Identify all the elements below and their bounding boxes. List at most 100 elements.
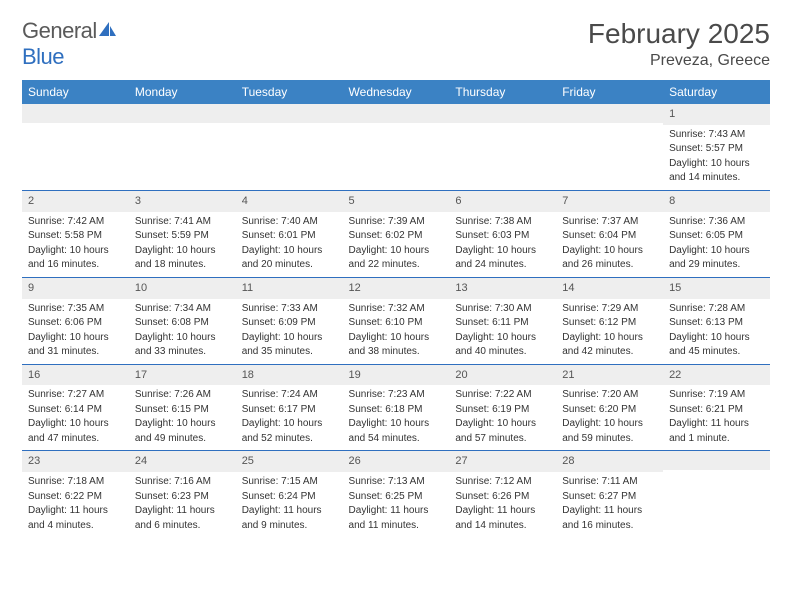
day-details: Sunrise: 7:30 AMSunset: 6:11 PMDaylight:… [449, 299, 556, 364]
day-number-empty [556, 104, 663, 123]
day-daylight2: and 22 minutes. [349, 258, 444, 272]
day-details: Sunrise: 7:29 AMSunset: 6:12 PMDaylight:… [556, 299, 663, 364]
day-sunset: Sunset: 6:05 PM [669, 229, 764, 243]
calendar-cell: 17Sunrise: 7:26 AMSunset: 6:15 PMDayligh… [129, 364, 236, 451]
day-sunrise: Sunrise: 7:15 AM [242, 475, 337, 489]
calendar-cell: 20Sunrise: 7:22 AMSunset: 6:19 PMDayligh… [449, 364, 556, 451]
day-number: 12 [343, 278, 450, 299]
calendar-cell: 5Sunrise: 7:39 AMSunset: 6:02 PMDaylight… [343, 190, 450, 277]
day-number: 3 [129, 191, 236, 212]
weekday-header: Friday [556, 80, 663, 104]
day-details: Sunrise: 7:22 AMSunset: 6:19 PMDaylight:… [449, 385, 556, 450]
calendar-cell [236, 104, 343, 190]
day-sunrise: Sunrise: 7:30 AM [455, 302, 550, 316]
calendar-cell: 24Sunrise: 7:16 AMSunset: 6:23 PMDayligh… [129, 451, 236, 537]
day-daylight2: and 14 minutes. [455, 519, 550, 533]
day-number-empty [236, 104, 343, 123]
day-details: Sunrise: 7:24 AMSunset: 6:17 PMDaylight:… [236, 385, 343, 450]
day-daylight2: and 20 minutes. [242, 258, 337, 272]
day-sunset: Sunset: 6:06 PM [28, 316, 123, 330]
day-daylight1: Daylight: 10 hours [455, 244, 550, 258]
day-daylight2: and 49 minutes. [135, 432, 230, 446]
day-daylight2: and 29 minutes. [669, 258, 764, 272]
day-details: Sunrise: 7:36 AMSunset: 6:05 PMDaylight:… [663, 212, 770, 277]
day-details: Sunrise: 7:12 AMSunset: 6:26 PMDaylight:… [449, 472, 556, 537]
day-daylight1: Daylight: 10 hours [562, 244, 657, 258]
calendar-cell [556, 104, 663, 190]
day-sunrise: Sunrise: 7:28 AM [669, 302, 764, 316]
day-sunset: Sunset: 6:20 PM [562, 403, 657, 417]
day-number-empty [663, 451, 770, 470]
day-sunrise: Sunrise: 7:11 AM [562, 475, 657, 489]
day-daylight1: Daylight: 11 hours [349, 504, 444, 518]
day-details: Sunrise: 7:42 AMSunset: 5:58 PMDaylight:… [22, 212, 129, 277]
day-sunset: Sunset: 6:08 PM [135, 316, 230, 330]
day-daylight1: Daylight: 10 hours [349, 331, 444, 345]
weekday-header: Monday [129, 80, 236, 104]
day-sunrise: Sunrise: 7:13 AM [349, 475, 444, 489]
day-sunset: Sunset: 6:14 PM [28, 403, 123, 417]
calendar-cell: 16Sunrise: 7:27 AMSunset: 6:14 PMDayligh… [22, 364, 129, 451]
day-daylight1: Daylight: 11 hours [455, 504, 550, 518]
calendar-cell: 8Sunrise: 7:36 AMSunset: 6:05 PMDaylight… [663, 190, 770, 277]
day-number: 20 [449, 365, 556, 386]
day-number: 19 [343, 365, 450, 386]
day-sunset: Sunset: 6:22 PM [28, 490, 123, 504]
day-number: 2 [22, 191, 129, 212]
calendar-cell: 2Sunrise: 7:42 AMSunset: 5:58 PMDaylight… [22, 190, 129, 277]
day-sunrise: Sunrise: 7:29 AM [562, 302, 657, 316]
day-daylight1: Daylight: 10 hours [562, 331, 657, 345]
day-daylight2: and 14 minutes. [669, 171, 764, 185]
day-number: 23 [22, 451, 129, 472]
day-number: 16 [22, 365, 129, 386]
day-sunrise: Sunrise: 7:23 AM [349, 388, 444, 402]
day-number: 22 [663, 365, 770, 386]
day-sunrise: Sunrise: 7:38 AM [455, 215, 550, 229]
calendar-cell: 11Sunrise: 7:33 AMSunset: 6:09 PMDayligh… [236, 277, 343, 364]
calendar-week-row: 16Sunrise: 7:27 AMSunset: 6:14 PMDayligh… [22, 364, 770, 451]
calendar-cell: 12Sunrise: 7:32 AMSunset: 6:10 PMDayligh… [343, 277, 450, 364]
day-number: 15 [663, 278, 770, 299]
day-daylight2: and 59 minutes. [562, 432, 657, 446]
day-details: Sunrise: 7:33 AMSunset: 6:09 PMDaylight:… [236, 299, 343, 364]
day-number: 18 [236, 365, 343, 386]
weekday-header: Tuesday [236, 80, 343, 104]
day-number: 5 [343, 191, 450, 212]
day-details: Sunrise: 7:40 AMSunset: 6:01 PMDaylight:… [236, 212, 343, 277]
day-daylight2: and 6 minutes. [135, 519, 230, 533]
day-details: Sunrise: 7:32 AMSunset: 6:10 PMDaylight:… [343, 299, 450, 364]
day-number: 6 [449, 191, 556, 212]
day-daylight2: and 4 minutes. [28, 519, 123, 533]
day-daylight1: Daylight: 10 hours [669, 244, 764, 258]
day-daylight2: and 52 minutes. [242, 432, 337, 446]
day-details: Sunrise: 7:11 AMSunset: 6:27 PMDaylight:… [556, 472, 663, 537]
calendar-cell: 9Sunrise: 7:35 AMSunset: 6:06 PMDaylight… [22, 277, 129, 364]
day-sunset: Sunset: 6:04 PM [562, 229, 657, 243]
day-daylight2: and 47 minutes. [28, 432, 123, 446]
day-daylight2: and 54 minutes. [349, 432, 444, 446]
day-daylight2: and 57 minutes. [455, 432, 550, 446]
brand-name: General Blue [22, 18, 117, 70]
day-sunset: Sunset: 6:12 PM [562, 316, 657, 330]
day-sunrise: Sunrise: 7:40 AM [242, 215, 337, 229]
day-details: Sunrise: 7:35 AMSunset: 6:06 PMDaylight:… [22, 299, 129, 364]
month-title: February 2025 [588, 18, 770, 50]
day-daylight2: and 42 minutes. [562, 345, 657, 359]
weekday-header: Wednesday [343, 80, 450, 104]
day-daylight2: and 26 minutes. [562, 258, 657, 272]
day-daylight1: Daylight: 10 hours [349, 417, 444, 431]
day-number: 9 [22, 278, 129, 299]
weekday-header: Saturday [663, 80, 770, 104]
day-daylight2: and 11 minutes. [349, 519, 444, 533]
calendar-cell: 13Sunrise: 7:30 AMSunset: 6:11 PMDayligh… [449, 277, 556, 364]
day-details: Sunrise: 7:26 AMSunset: 6:15 PMDaylight:… [129, 385, 236, 450]
day-sunset: Sunset: 6:19 PM [455, 403, 550, 417]
day-sunset: Sunset: 6:23 PM [135, 490, 230, 504]
day-sunset: Sunset: 6:03 PM [455, 229, 550, 243]
day-sunrise: Sunrise: 7:16 AM [135, 475, 230, 489]
calendar-cell: 15Sunrise: 7:28 AMSunset: 6:13 PMDayligh… [663, 277, 770, 364]
calendar-cell: 27Sunrise: 7:12 AMSunset: 6:26 PMDayligh… [449, 451, 556, 537]
day-daylight1: Daylight: 10 hours [135, 417, 230, 431]
header: General Blue February 2025 Preveza, Gree… [22, 18, 770, 70]
day-daylight1: Daylight: 11 hours [28, 504, 123, 518]
